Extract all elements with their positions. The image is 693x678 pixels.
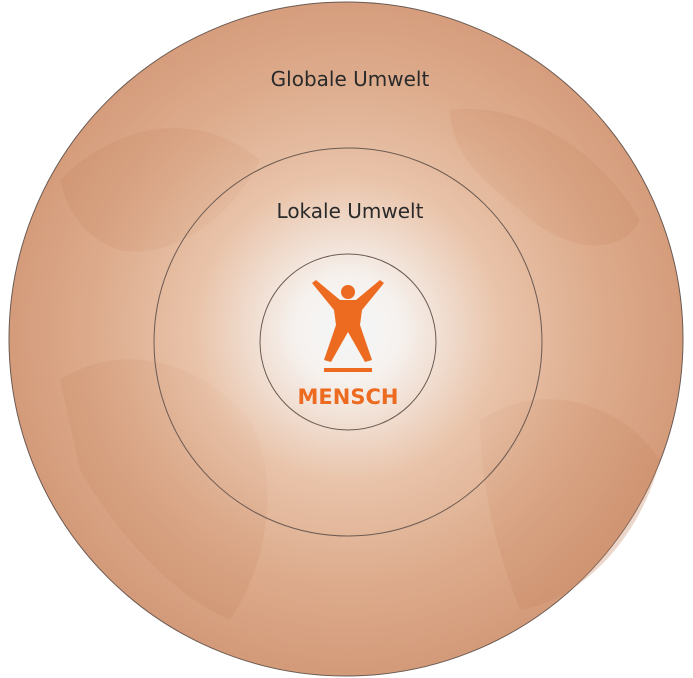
- center-circle: [259, 253, 437, 431]
- local-circle: [153, 147, 543, 537]
- local-label: Lokale Umwelt: [277, 199, 424, 223]
- center-label: MENSCH: [298, 385, 399, 409]
- person-icon: [312, 280, 384, 372]
- global-label: Globale Umwelt: [271, 67, 430, 91]
- continents: [60, 108, 660, 620]
